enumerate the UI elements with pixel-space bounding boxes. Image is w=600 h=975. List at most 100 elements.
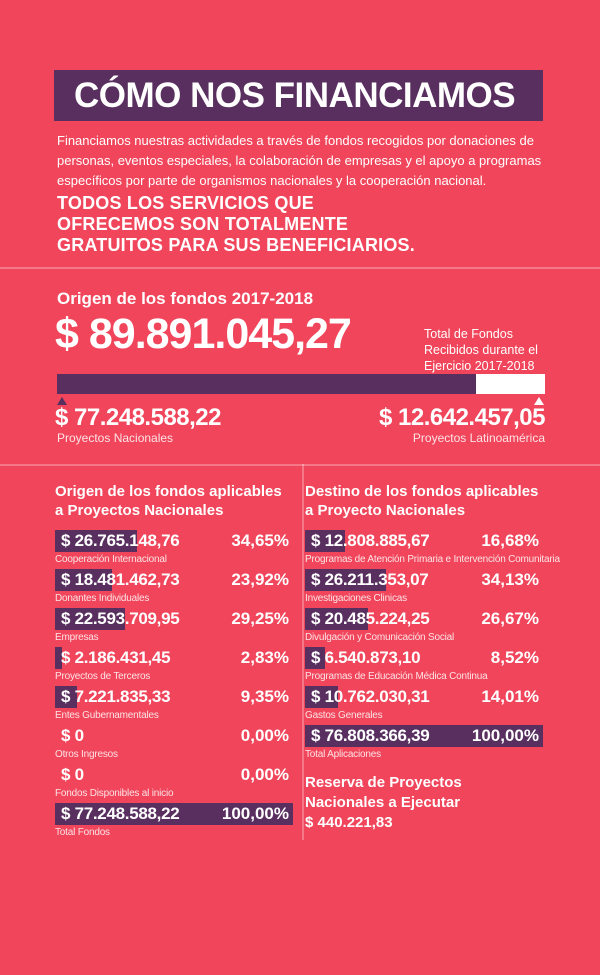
page-title: CÓMO NOS FINANCIAMOS [74,76,516,115]
fund-row-highlight-bar [305,608,369,630]
fund-row-amount: $ 77.248.588,22 [61,804,180,823]
fund-row-label: Investigaciones Clinicas [305,593,407,604]
fund-row-bar-line: $ 12.808.885,67 16,68% [305,530,543,552]
fund-row-highlight-bar [55,569,112,591]
funds-split-bar [57,374,545,394]
fund-row-highlight-bar [55,647,62,669]
fund-row: $ 0 0,00% Fondos Disponibles al inicio [55,764,293,800]
fund-row-highlight-bar [55,803,293,825]
fund-row: $ 20.485.224,25 26,67% Divulgación y Com… [305,608,543,644]
fund-row-bar-line: $ 76.808.366,39 100,00% [305,725,543,747]
fund-row-bar-line: $ 7.221.835,33 9,35% [55,686,293,708]
fund-row-label: Otros Ingresos [55,749,118,760]
fund-row-percentage: 14,01% [481,687,539,706]
fund-row: $ 18.481.462,73 23,92% Donantes Individu… [55,569,293,605]
fund-row: $ 26.765.148,76 34,65% Cooperación Inter… [55,530,293,566]
fund-row-label: Programas de Educación Médica Continua [305,671,488,682]
fund-row: $ 7.221.835,33 9,35% Entes Gubernamental… [55,686,293,722]
fund-row-highlight-bar [305,530,345,552]
fund-row-highlight-bar [305,725,543,747]
fund-row-percentage: 8,52% [490,648,539,667]
fund-row-label: Total Fondos [55,827,110,838]
fund-row-percentage: 34,65% [231,531,289,550]
destination-column-title: Destino de los fondos aplicables a Proye… [305,483,539,519]
fund-row-amount: $ 76.808.366,39 [311,726,430,745]
fund-row-amount: $ 20.485.224,25 [311,609,430,628]
origin-column: Origen de los fondos aplicables a Proyec… [55,482,293,842]
fund-row-bar-line: $ 10.762.030,31 14,01% [305,686,543,708]
fund-row: $ 76.808.366,39 100,00% Total Aplicacion… [305,725,543,761]
fund-row-amount: $ 2.186.431,45 [61,648,171,667]
fund-row: $ 77.248.588,22 100,00% Total Fondos [55,803,293,839]
fund-row-amount: $ 12.808.885,67 [311,531,430,550]
fund-row-highlight-bar [305,647,326,669]
national-funds-bar-segment [57,374,477,394]
fund-row-amount: $ 26.765.148,76 [61,531,180,550]
fund-row-bar-line: $ 20.485.224,25 26,67% [305,608,543,630]
fund-row-percentage: 23,92% [231,570,289,589]
fund-row-amount: $ 18.481.462,73 [61,570,180,589]
fund-row-amount: $ 10.762.030,31 [311,687,430,706]
fund-row-label: Donantes Individuales [55,593,150,604]
national-projects-label: Proyectos Nacionales [57,431,174,445]
divider-top [0,267,600,269]
divider-columns-top [0,464,600,466]
fund-row: $ 0 0,00% Otros Ingresos [55,725,293,761]
free-services-statement: TODOS LOS SERVICIOS QUE OFRECEMOS SON TO… [57,193,415,255]
fund-row-label: Entes Gubernamentales [55,710,159,721]
fund-row-percentage: 26,67% [481,609,539,628]
fund-row-amount: $ 0 [61,765,84,784]
fund-row-amount: $ 0 [61,726,84,745]
fund-row-label: Gastos Generales [305,710,383,721]
page-header-banner: CÓMO NOS FINANCIAMOS [54,70,543,121]
reserve-block: Reserva de Proyectos Nacionales a Ejecut… [305,773,543,833]
fund-row-label: Divulgación y Comunicación Social [305,632,455,643]
intro-paragraph: Financiamos nuestras actividades a travé… [57,133,542,188]
fund-row-highlight-bar [305,686,339,708]
fund-row-label: Total Aplicaciones [305,749,381,760]
fund-row-percentage: 29,25% [231,609,289,628]
fund-row-bar-line: $ 0 0,00% [55,725,293,747]
fund-row: $ 6.540.873,10 8,52% Programas de Educac… [305,647,543,683]
fund-row: $ 10.762.030,31 14,01% Gastos Generales [305,686,543,722]
fund-row-amount: $ 7.221.835,33 [61,687,171,706]
fund-row-percentage: 16,68% [481,531,539,550]
fund-row: $ 22.593.709,95 29,25% Empresas [55,608,293,644]
latam-projects-label: Proyectos Latinoamérica [412,431,545,445]
origin-column-title: Origen de los fondos aplicables a Proyec… [55,483,282,519]
total-funds-note: Total de Fondos Recibidos durante el Eje… [424,327,538,373]
fund-row-label: Cooperación Internacional [55,554,167,565]
fund-row-bar-line: $ 0 0,00% [55,764,293,786]
latam-marker-icon [534,397,544,405]
fund-row-label: Programas de Atención Primaria e Interve… [305,554,560,565]
fund-row: $ 12.808.885,67 16,68% Programas de Aten… [305,530,560,566]
fund-row-percentage: 34,13% [481,570,539,589]
fund-row-bar-line: $ 18.481.462,73 23,92% [55,569,293,591]
fund-row-highlight-bar [55,608,125,630]
latam-projects-amount: $ 12.642.457,05 [379,404,546,431]
destination-column: Destino de los fondos aplicables a Proye… [305,482,560,833]
funds-origin-section-title: Origen de los fondos 2017-2018 [57,289,314,308]
fund-row-percentage: 100,00% [221,804,289,823]
fund-row-label: Empresas [55,632,99,643]
fund-row-bar-line: $ 2.186.431,45 2,83% [55,647,293,669]
fund-row-label: Proyectos de Terceros [55,671,151,682]
destination-rows-list: $ 12.808.885,67 16,68% Programas de Aten… [305,530,560,761]
fund-row-amount: $ 22.593.709,95 [61,609,180,628]
fund-row-percentage: 9,35% [240,687,289,706]
fund-row-percentage: 0,00% [240,765,289,784]
fund-row-percentage: 0,00% [240,726,289,745]
fund-row-amount: $ 26.211.353,07 [311,570,429,589]
fund-row-bar-line: $ 6.540.873,10 8,52% [305,647,543,669]
divider-columns-vertical [302,464,304,840]
reserve-amount: $ 440.221,83 [305,814,393,831]
fund-row-bar-line: $ 22.593.709,95 29,25% [55,608,293,630]
fund-row-label: Fondos Disponibles al inicio [55,788,174,799]
fund-row-highlight-bar [55,530,138,552]
national-projects-amount: $ 77.248.588,22 [55,404,222,431]
origin-rows-list: $ 26.765.148,76 34,65% Cooperación Inter… [55,530,293,839]
national-marker-icon [57,397,67,405]
fund-row-percentage: 2,83% [240,648,289,667]
total-funds-amount: $ 89.891.045,27 [55,310,352,358]
